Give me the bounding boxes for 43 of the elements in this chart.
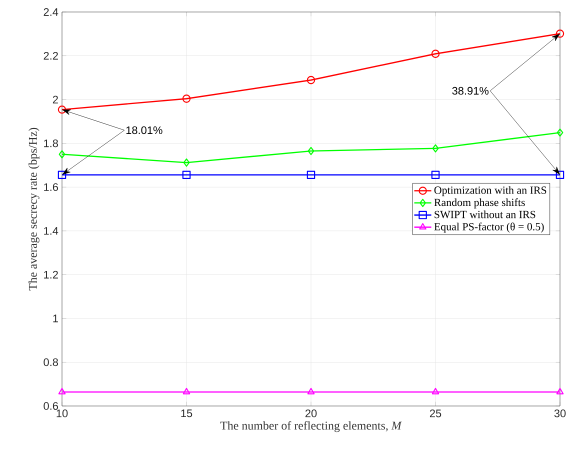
point (307, 388, 315, 394)
point (556, 388, 564, 394)
point (58, 170, 66, 179)
y-tick-label: 0.6 (44, 402, 58, 410)
point (183, 158, 190, 167)
point (182, 94, 191, 103)
legend-label: Equal PS-factor (θ = 0.5) (434, 222, 544, 233)
legend-label: Optimization with an IRS (434, 186, 546, 196)
point (182, 388, 190, 394)
y-tick-label: 2.4 (44, 8, 58, 16)
x-tick-label: 20 (305, 410, 317, 418)
point (182, 170, 191, 179)
y-axis-title: The average secrecy rate (bps/Hz) (28, 128, 40, 290)
x-axis-title: The number of reflecting elements, M (220, 421, 402, 432)
point (308, 146, 314, 156)
point (431, 50, 440, 58)
y-tick-label: 1.8 (44, 139, 58, 148)
annotation: 18.01% (126, 126, 162, 134)
point (306, 170, 316, 179)
y-tick-label: 2.2 (44, 52, 58, 60)
point (556, 170, 564, 179)
y-tick-label: 1.6 (44, 183, 58, 191)
point (58, 388, 66, 394)
point (306, 76, 316, 84)
y-tick-label: 2 (52, 96, 58, 104)
point (58, 105, 66, 114)
y-tick-label: 1.2 (44, 270, 58, 278)
y-tick-label: 0.8 (44, 358, 58, 366)
x-tick-label: 15 (181, 410, 192, 418)
legend-label: SWIPT without an IRS (434, 210, 536, 218)
legend-label: Random phase shifts (434, 198, 525, 208)
x-tick-label: 10 (56, 410, 68, 418)
x-tick-label: 25 (430, 410, 442, 418)
point (432, 388, 440, 394)
annotation: 38.91% (452, 86, 489, 95)
point (556, 30, 564, 38)
point (432, 144, 439, 153)
y-tick-label: 1 (53, 314, 58, 322)
x-tick-label: 30 (554, 410, 566, 418)
y-tick-label: 1.4 (44, 227, 58, 235)
point (556, 128, 564, 137)
point (431, 170, 440, 179)
point (58, 150, 66, 158)
